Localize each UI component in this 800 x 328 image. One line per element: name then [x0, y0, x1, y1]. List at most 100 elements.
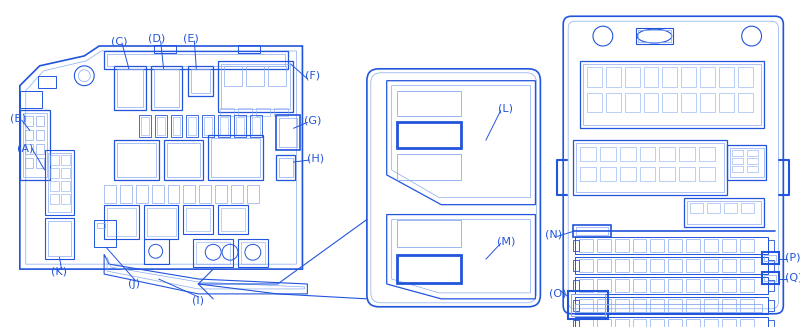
- Text: (M): (M): [497, 236, 515, 246]
- Bar: [221, 208, 245, 232]
- Bar: [238, 109, 252, 116]
- Bar: [738, 92, 753, 113]
- Bar: [146, 208, 175, 236]
- Bar: [580, 147, 596, 161]
- Text: (P): (P): [786, 252, 800, 262]
- Bar: [724, 203, 737, 213]
- Bar: [278, 118, 298, 147]
- Bar: [117, 69, 142, 108]
- Bar: [150, 66, 182, 111]
- Bar: [639, 167, 655, 181]
- Bar: [199, 185, 211, 203]
- Bar: [662, 67, 678, 87]
- Bar: [576, 143, 724, 192]
- Bar: [686, 239, 700, 252]
- Bar: [218, 205, 248, 235]
- Bar: [62, 168, 70, 178]
- Bar: [633, 299, 646, 312]
- Bar: [686, 279, 700, 292]
- Bar: [224, 66, 242, 86]
- Bar: [164, 140, 203, 180]
- Bar: [682, 67, 696, 87]
- Bar: [397, 91, 461, 116]
- Text: (B): (B): [10, 113, 26, 123]
- Bar: [191, 69, 210, 92]
- Text: (D): (D): [148, 33, 166, 43]
- Bar: [573, 280, 579, 291]
- Bar: [186, 115, 198, 137]
- Bar: [668, 259, 682, 272]
- Bar: [114, 66, 146, 111]
- Bar: [573, 240, 579, 251]
- Bar: [575, 317, 769, 328]
- Bar: [679, 167, 695, 181]
- Bar: [218, 115, 230, 137]
- Bar: [699, 147, 715, 161]
- Bar: [25, 116, 33, 126]
- Bar: [568, 291, 608, 319]
- Bar: [625, 92, 639, 113]
- Bar: [606, 92, 621, 113]
- Bar: [120, 185, 132, 203]
- Bar: [597, 319, 611, 328]
- Text: (O): (O): [549, 289, 566, 299]
- Bar: [580, 61, 763, 128]
- Bar: [614, 239, 629, 252]
- Bar: [38, 76, 55, 88]
- Bar: [186, 208, 210, 232]
- Bar: [247, 185, 258, 203]
- Bar: [614, 319, 629, 328]
- Text: (C): (C): [110, 36, 127, 46]
- Bar: [633, 259, 646, 272]
- Bar: [154, 69, 179, 108]
- Bar: [97, 222, 105, 228]
- Bar: [740, 279, 754, 292]
- Bar: [686, 319, 700, 328]
- Bar: [662, 92, 678, 113]
- Bar: [236, 117, 244, 135]
- Bar: [215, 185, 227, 203]
- Bar: [196, 242, 230, 264]
- Bar: [211, 138, 260, 177]
- Bar: [579, 239, 593, 252]
- Bar: [250, 115, 262, 137]
- Bar: [762, 272, 779, 284]
- Bar: [704, 279, 718, 292]
- Bar: [234, 115, 246, 137]
- Bar: [633, 239, 646, 252]
- Bar: [107, 54, 285, 66]
- Bar: [746, 166, 758, 172]
- Bar: [727, 145, 766, 180]
- Bar: [740, 259, 754, 272]
- Bar: [152, 185, 164, 203]
- Bar: [704, 259, 718, 272]
- Bar: [633, 279, 646, 292]
- Bar: [36, 158, 44, 168]
- Bar: [650, 239, 664, 252]
- Bar: [704, 239, 718, 252]
- Bar: [144, 205, 178, 239]
- Bar: [114, 140, 158, 180]
- Bar: [575, 304, 762, 312]
- Text: (G): (G): [304, 115, 321, 125]
- Bar: [659, 147, 675, 161]
- Bar: [580, 167, 596, 181]
- Bar: [20, 111, 50, 180]
- Bar: [573, 300, 579, 311]
- Bar: [241, 242, 265, 264]
- Bar: [188, 117, 196, 135]
- Bar: [208, 135, 262, 180]
- Bar: [682, 92, 696, 113]
- Bar: [597, 239, 611, 252]
- Bar: [638, 30, 671, 42]
- Bar: [397, 219, 461, 247]
- Bar: [668, 279, 682, 292]
- Bar: [20, 91, 42, 109]
- Bar: [573, 320, 579, 328]
- Bar: [47, 220, 71, 256]
- Bar: [614, 259, 629, 272]
- Text: (N): (N): [545, 229, 562, 239]
- Bar: [117, 143, 156, 177]
- Bar: [722, 319, 736, 328]
- Bar: [397, 255, 461, 283]
